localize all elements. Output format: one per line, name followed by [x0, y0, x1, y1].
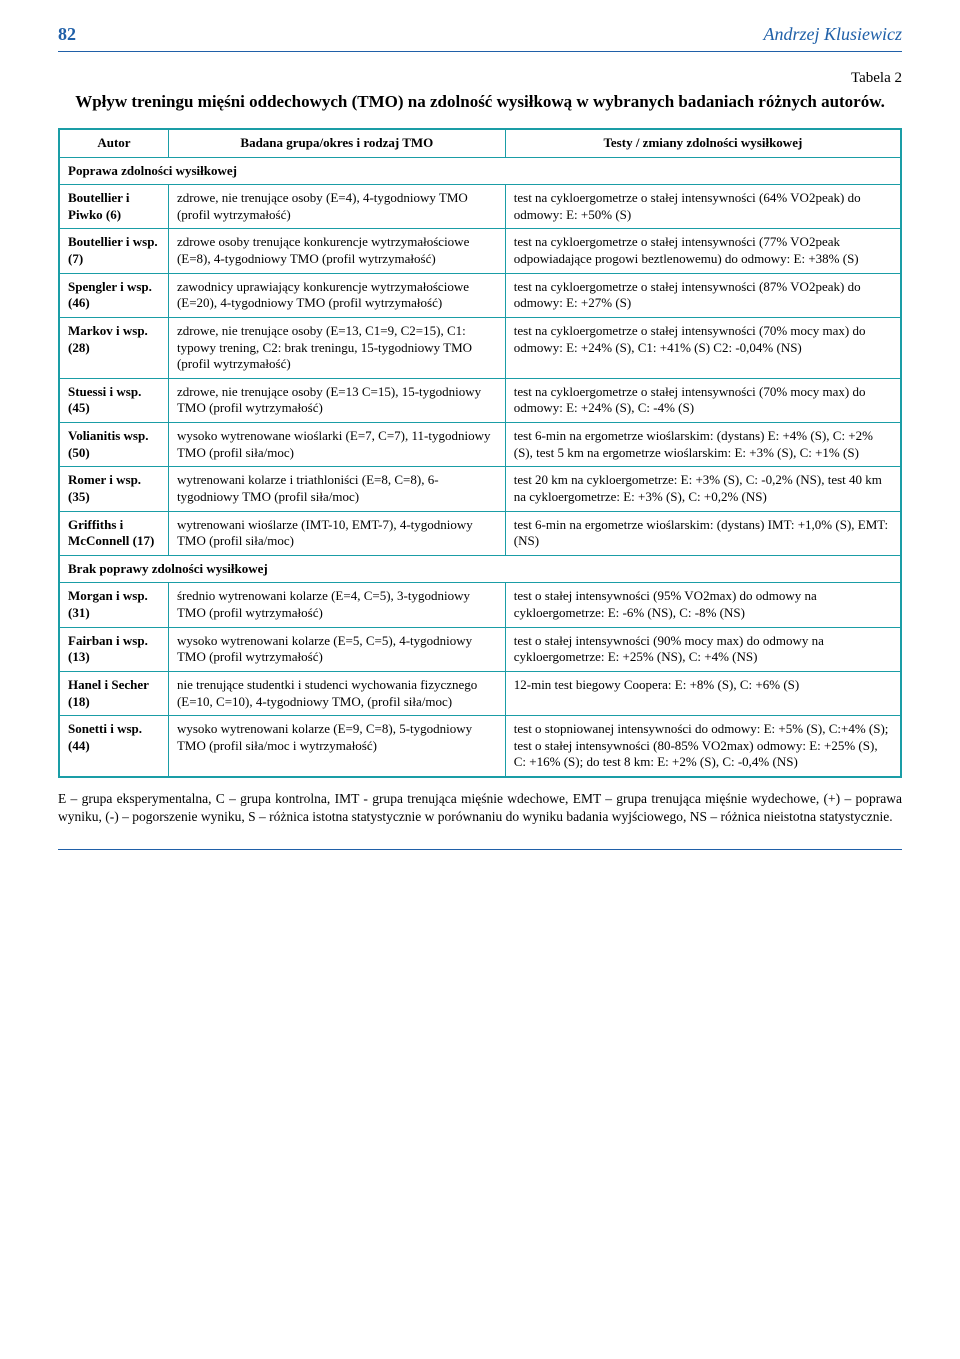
table-row: Morgan i wsp. (31) średnio wytrenowani k…: [59, 583, 901, 627]
cell-result: 12-min test biegowy Coopera: E: +8% (S),…: [505, 671, 901, 715]
section-noimprove-label: Brak poprawy zdolności wysiłkowej: [59, 555, 901, 583]
table-row: Sonetti i wsp. (44) wysoko wytrenowani k…: [59, 716, 901, 777]
cell-author: Boutellier i wsp. (7): [59, 229, 168, 273]
section-improve-label: Poprawa zdolności wysiłkowej: [59, 157, 901, 185]
cell-author: Volianitis wsp. (50): [59, 423, 168, 467]
section-noimprove: Brak poprawy zdolności wysiłkowej: [59, 555, 901, 583]
cell-result: test o stopniowanej intensywności do odm…: [505, 716, 901, 777]
cell-group: wysoko wytrenowane wioślarki (E=7, C=7),…: [168, 423, 505, 467]
table-row: Volianitis wsp. (50) wysoko wytrenowane …: [59, 423, 901, 467]
table-title: Wpływ treningu mięśni oddechowych (TMO) …: [58, 91, 902, 114]
col-header-result: Testy / zmiany zdolności wysiłkowej: [505, 129, 901, 157]
cell-group: średnio wytrenowani kolarze (E=4, C=5), …: [168, 583, 505, 627]
cell-result: test na cykloergometrze o stałej intensy…: [505, 229, 901, 273]
cell-author: Markov i wsp. (28): [59, 317, 168, 378]
cell-result: test na cykloergometrze o stałej intensy…: [505, 273, 901, 317]
section-improve: Poprawa zdolności wysiłkowej: [59, 157, 901, 185]
cell-group: wysoko wytrenowani kolarze (E=5, C=5), 4…: [168, 627, 505, 671]
cell-group: wytrenowani wioślarze (IMT-10, EMT-7), 4…: [168, 511, 505, 555]
cell-author: Spengler i wsp. (46): [59, 273, 168, 317]
cell-author: Morgan i wsp. (31): [59, 583, 168, 627]
table-row: Markov i wsp. (28) zdrowe, nie trenujące…: [59, 317, 901, 378]
cell-group: zdrowe, nie trenujące osoby (E=13 C=15),…: [168, 378, 505, 422]
cell-result: test 6-min na ergometrze wioślarskim: (d…: [505, 511, 901, 555]
table-footnote: E – grupa eksperymentalna, C – grupa kon…: [58, 790, 902, 826]
page-number: 82: [58, 24, 76, 45]
cell-group: wysoko wytrenowani kolarze (E=9, C=8), 5…: [168, 716, 505, 777]
table-row: Spengler i wsp. (46) zawodnicy uprawiają…: [59, 273, 901, 317]
cell-group: nie trenujące studentki i studenci wycho…: [168, 671, 505, 715]
cell-result: test 20 km na cykloergometrze: E: +3% (S…: [505, 467, 901, 511]
cell-author: Romer i wsp. (35): [59, 467, 168, 511]
cell-author: Stuessi i wsp. (45): [59, 378, 168, 422]
header-rule: [58, 51, 902, 52]
cell-group: zawodnicy uprawiający konkurencje wytrzy…: [168, 273, 505, 317]
cell-author: Boutellier i Piwko (6): [59, 185, 168, 229]
page-header: 82 Andrzej Klusiewicz: [58, 24, 902, 45]
table-body: Poprawa zdolności wysiłkowej Boutellier …: [59, 157, 901, 777]
table-row: Boutellier i Piwko (6) zdrowe, nie trenu…: [59, 185, 901, 229]
col-header-author: Autor: [59, 129, 168, 157]
cell-author: Griffiths i McConnell (17): [59, 511, 168, 555]
table-row: Boutellier i wsp. (7) zdrowe osoby trenu…: [59, 229, 901, 273]
cell-author: Sonetti i wsp. (44): [59, 716, 168, 777]
cell-author: Fairban i wsp. (13): [59, 627, 168, 671]
table-row: Romer i wsp. (35) wytrenowani kolarze i …: [59, 467, 901, 511]
table-row: Stuessi i wsp. (45) zdrowe, nie trenując…: [59, 378, 901, 422]
header-author: Andrzej Klusiewicz: [764, 24, 903, 45]
table-label: Tabela 2: [58, 70, 902, 87]
page: 82 Andrzej Klusiewicz Tabela 2 Wpływ tre…: [0, 0, 960, 880]
cell-result: test o stałej intensywności (90% mocy ma…: [505, 627, 901, 671]
cell-group: zdrowe, nie trenujące osoby (E=4), 4-tyg…: [168, 185, 505, 229]
cell-author: Hanel i Secher (18): [59, 671, 168, 715]
table-row: Hanel i Secher (18) nie trenujące studen…: [59, 671, 901, 715]
main-table: Autor Badana grupa/okres i rodzaj TMO Te…: [58, 128, 902, 778]
cell-group: zdrowe osoby trenujące konkurencje wytrz…: [168, 229, 505, 273]
cell-group: wytrenowani kolarze i triathloniści (E=8…: [168, 467, 505, 511]
cell-result: test na cykloergometrze o stałej intensy…: [505, 378, 901, 422]
table-row: Fairban i wsp. (13) wysoko wytrenowani k…: [59, 627, 901, 671]
cell-result: test na cykloergometrze o stałej intensy…: [505, 317, 901, 378]
col-header-group: Badana grupa/okres i rodzaj TMO: [168, 129, 505, 157]
cell-result: test o stałej intensywności (95% VO2max)…: [505, 583, 901, 627]
table-header-row: Autor Badana grupa/okres i rodzaj TMO Te…: [59, 129, 901, 157]
table-row: Griffiths i McConnell (17) wytrenowani w…: [59, 511, 901, 555]
cell-group: zdrowe, nie trenujące osoby (E=13, C1=9,…: [168, 317, 505, 378]
footer-rule: [58, 849, 902, 850]
cell-result: test na cykloergometrze o stałej intensy…: [505, 185, 901, 229]
cell-result: test 6-min na ergometrze wioślarskim: (d…: [505, 423, 901, 467]
